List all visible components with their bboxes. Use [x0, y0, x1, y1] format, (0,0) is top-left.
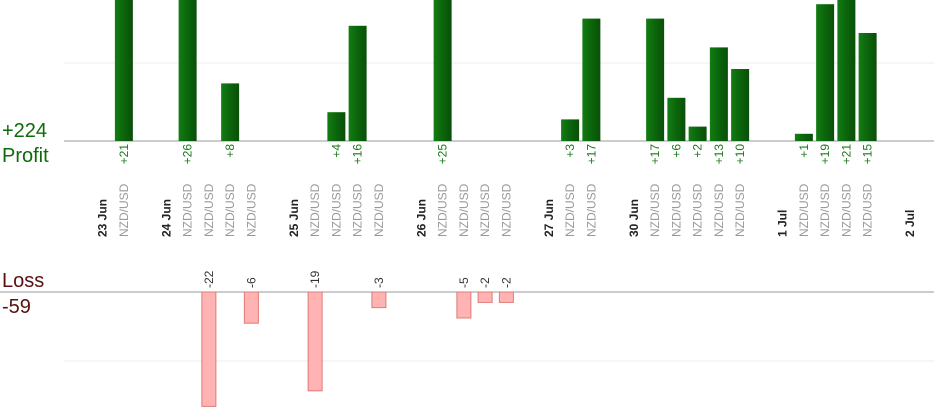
symbol-label: NZD/USD — [351, 183, 365, 237]
date-label: 1 Jul — [776, 210, 790, 237]
symbol-label: NZD/USD — [117, 183, 131, 237]
profit-value-label: +6 — [669, 144, 683, 158]
symbol-label: NZD/USD — [818, 183, 832, 237]
profit-value-label: +15 — [861, 144, 875, 165]
profit-value-label: +17 — [584, 144, 598, 165]
loss-value-label: -6 — [244, 277, 258, 288]
loss-bar — [307, 291, 323, 392]
profit-bar — [837, 0, 856, 141]
profit-bar — [667, 97, 686, 141]
symbol-label: NZD/USD — [839, 183, 853, 237]
labels-layer: 23 Jun NZD/USD +21 24 Jun NZD/USD +26 NZD/USD -… — [96, 144, 918, 288]
date-label: 30 Jun — [627, 199, 641, 237]
profit-value-label: +13 — [712, 144, 726, 165]
symbol-label: NZD/USD — [797, 183, 811, 237]
profit-bar — [646, 18, 665, 142]
date-label: 23 Jun — [96, 199, 110, 237]
profit-value-label: +2 — [691, 144, 705, 158]
totals-layer: +224 Profit Loss -59 — [2, 120, 49, 318]
profit-bar — [794, 133, 813, 141]
bars-layer — [114, 0, 877, 407]
loss-value-label: -2 — [478, 277, 492, 288]
symbol-label: NZD/USD — [308, 183, 322, 237]
symbol-label: NZD/USD — [329, 183, 343, 237]
profit-value-label: +3 — [563, 144, 577, 158]
symbol-label: NZD/USD — [648, 183, 662, 237]
profit-bar — [114, 0, 133, 141]
symbol-label: NZD/USD — [181, 183, 195, 237]
profit-value-label: +1 — [797, 144, 811, 158]
profit-value-label: +21 — [839, 144, 853, 165]
profit-value-label: +21 — [117, 144, 131, 165]
symbol-label: NZD/USD — [223, 183, 237, 237]
date-label: 27 Jun — [542, 199, 556, 237]
loss-label: Loss — [2, 270, 44, 292]
profit-bar — [816, 4, 835, 142]
symbol-label: NZD/USD — [733, 183, 747, 237]
profit-value-label: +8 — [223, 144, 237, 158]
date-label: 26 Jun — [414, 199, 428, 237]
profit-value-label: +19 — [818, 144, 832, 165]
profit-bar — [348, 25, 367, 141]
profit-label: Profit — [2, 145, 49, 167]
profit-value-label: +4 — [329, 144, 343, 158]
symbol-label: NZD/USD — [436, 183, 450, 237]
profit-bar — [561, 119, 580, 141]
loss-value-label: -5 — [457, 277, 471, 288]
profit-bar — [688, 126, 707, 141]
profit-total: +224 — [2, 120, 47, 142]
symbol-label: NZD/USD — [478, 183, 492, 237]
symbol-label: NZD/USD — [563, 183, 577, 237]
loss-bar — [371, 291, 387, 309]
symbol-label: NZD/USD — [861, 183, 875, 237]
profit-bar — [582, 18, 601, 142]
profit-value-label: +26 — [181, 144, 195, 165]
loss-value-label: -2 — [499, 277, 513, 288]
loss-total: -59 — [2, 296, 31, 318]
loss-value-label: -22 — [202, 270, 216, 288]
loss-bar — [477, 291, 493, 303]
symbol-label: NZD/USD — [584, 183, 598, 237]
symbol-label: NZD/USD — [712, 183, 726, 237]
loss-value-label: -19 — [308, 270, 322, 288]
profit-bar — [327, 112, 346, 141]
loss-bar — [243, 291, 259, 324]
profit-bar — [433, 0, 452, 141]
profit-value-label: +25 — [436, 144, 450, 165]
profit-value-label: +10 — [733, 144, 747, 165]
symbol-label: NZD/USD — [457, 183, 471, 237]
loss-bar — [456, 291, 472, 319]
profit-bar — [731, 69, 750, 141]
loss-bar — [498, 291, 514, 303]
profit-bar — [709, 47, 728, 141]
profit-bar — [178, 0, 197, 141]
loss-bar — [201, 291, 217, 407]
date-label: 25 Jun — [287, 199, 301, 237]
symbol-label: NZD/USD — [244, 183, 258, 237]
profit-bar — [858, 33, 877, 141]
profit-value-label: +17 — [648, 144, 662, 165]
symbol-label: NZD/USD — [691, 183, 705, 237]
profit-value-label: +16 — [351, 144, 365, 165]
date-label: 2 Jul — [903, 210, 917, 237]
symbol-label: NZD/USD — [669, 183, 683, 237]
loss-value-label: -3 — [372, 277, 386, 288]
profit-bar — [221, 83, 240, 141]
date-label: 24 Jun — [159, 199, 173, 237]
symbol-label: NZD/USD — [372, 183, 386, 237]
symbol-label: NZD/USD — [202, 183, 216, 237]
symbol-label: NZD/USD — [499, 183, 513, 237]
